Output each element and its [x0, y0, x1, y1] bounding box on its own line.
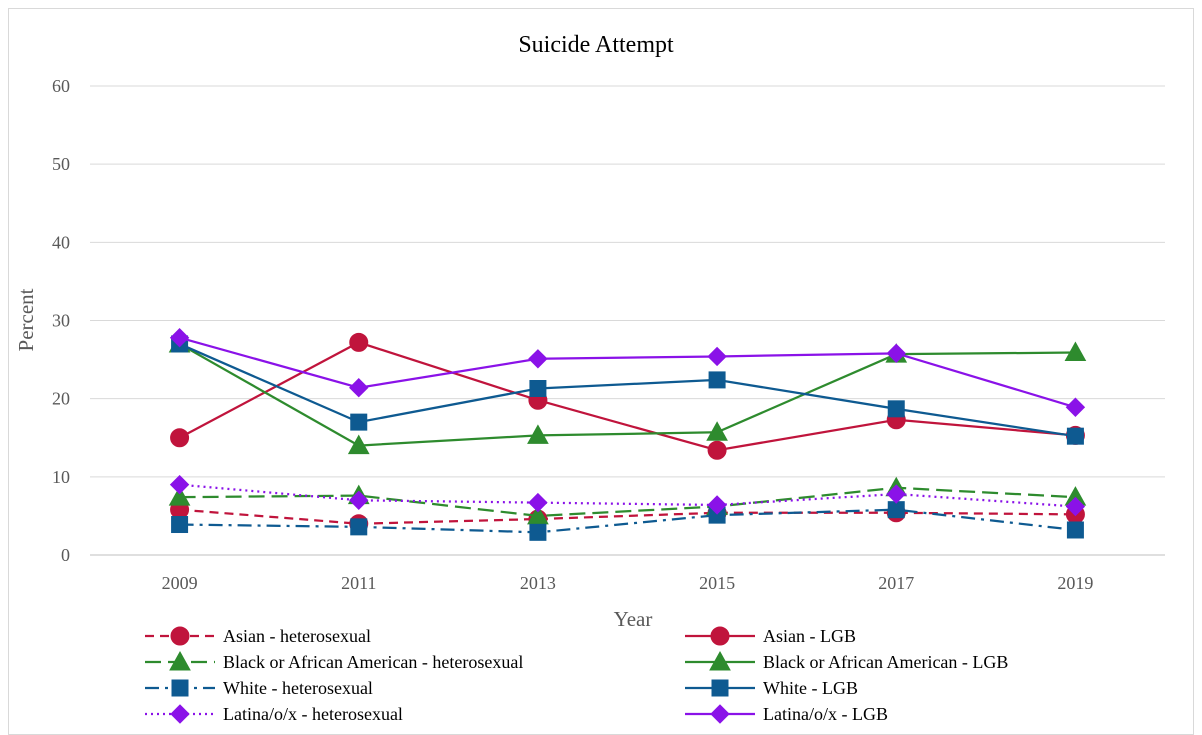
data-point [707, 440, 727, 460]
data-point [529, 380, 547, 398]
legend-marker [711, 679, 729, 697]
legend-item-black-or-african-american-lgb: Black or African American - LGB [685, 650, 1008, 672]
legend-item-latina-o-x-heterosexual: Latina/o/x - heterosexual [145, 704, 403, 724]
series-white-lgb [171, 335, 1084, 445]
legend-label: Black or African American - LGB [763, 652, 1008, 672]
data-point [349, 490, 369, 510]
data-point [1066, 521, 1084, 539]
data-point [886, 484, 906, 504]
legend-label: White - heterosexual [223, 678, 373, 698]
series-black-or-african-american-heterosexual [168, 476, 1087, 525]
series-line [179, 342, 1076, 447]
y-tick-label: 50 [52, 154, 70, 174]
data-point [1065, 397, 1086, 417]
data-point [349, 332, 369, 352]
series-line [179, 508, 1076, 534]
legend-label: White - LGB [763, 678, 858, 698]
x-tick-label: 2015 [699, 573, 735, 593]
series-line [179, 483, 1076, 508]
x-tick-label: 2013 [520, 573, 556, 593]
series-line [179, 341, 1076, 452]
y-axis-label: Percent [14, 288, 38, 351]
data-point [708, 371, 726, 389]
legend-item-black-or-african-american-heterosexual: Black or African American - heterosexual [145, 650, 523, 672]
data-point [707, 346, 727, 367]
data-point [349, 378, 369, 398]
data-point [527, 424, 549, 444]
x-axis-ticks: 2009 2011 2013 2015 2017 2019 [162, 573, 1094, 593]
data-point [169, 474, 190, 495]
legend-marker [710, 704, 730, 724]
legend-marker [170, 626, 190, 646]
data-point [170, 428, 190, 448]
legend-marker [169, 650, 191, 671]
data-point [168, 486, 191, 506]
data-point [350, 413, 368, 431]
series-line [179, 336, 1076, 409]
series-asian-lgb [170, 332, 1085, 460]
series-line [179, 342, 1076, 438]
gridlines [90, 85, 1165, 556]
data-point [529, 523, 547, 541]
x-tick-label: 2009 [162, 573, 198, 593]
legend-marker [710, 626, 730, 646]
series-white-heterosexual [171, 501, 1084, 541]
data-point [706, 421, 728, 441]
data-point [528, 349, 548, 369]
legend: Asian - heterosexual Asian - LGB Black or … [145, 626, 1008, 724]
series-black-or-african-american-lgb [168, 332, 1087, 455]
data-point [347, 434, 370, 455]
y-tick-label: 10 [52, 467, 70, 487]
legend-label: Latina/o/x - LGB [763, 704, 888, 724]
legend-label: Black or African American - heterosexual [223, 652, 523, 672]
data-point [169, 327, 190, 348]
y-tick-label: 40 [52, 232, 70, 252]
data-point [528, 492, 548, 513]
data-point [887, 501, 905, 519]
series-latina-o-x-heterosexual [169, 474, 1086, 517]
y-tick-label: 0 [61, 545, 70, 565]
legend-marker [709, 650, 731, 671]
chart-frame [8, 8, 1194, 735]
data-point [886, 343, 906, 364]
y-axis-ticks: 0 10 20 30 40 50 60 [52, 76, 70, 565]
legend-item-asian-heterosexual: Asian - heterosexual [145, 626, 371, 646]
legend-label: Asian - LGB [763, 626, 856, 646]
x-tick-label: 2019 [1057, 573, 1093, 593]
x-tick-label: 2017 [878, 573, 914, 593]
data-point [707, 495, 727, 515]
legend-marker [170, 704, 190, 724]
legend-item-white-lgb: White - LGB [685, 678, 858, 698]
legend-item-asian-lgb: Asian - LGB [685, 626, 856, 646]
data-point [171, 516, 189, 534]
legend-item-latina-o-x-lgb: Latina/o/x - LGB [685, 704, 888, 724]
data-point [1064, 341, 1087, 362]
series-line [179, 486, 1076, 518]
legend-label: Latina/o/x - heterosexual [223, 704, 403, 724]
legend-item-white-heterosexual: White - heterosexual [145, 678, 373, 698]
data-point [350, 518, 368, 536]
series-asian-heterosexual [170, 500, 1085, 534]
series-lines [168, 327, 1087, 541]
y-tick-label: 60 [52, 76, 70, 96]
series-latina-o-x-lgb [169, 327, 1086, 417]
data-point [887, 400, 905, 418]
x-axis-label: Year [614, 607, 653, 631]
x-tick-label: 2011 [341, 573, 376, 593]
chart-title: Suicide Attempt [518, 32, 674, 58]
data-point [1065, 496, 1086, 517]
legend-label: Asian - heterosexual [223, 626, 371, 646]
data-point [1066, 427, 1084, 445]
y-tick-label: 20 [52, 389, 70, 409]
y-tick-label: 30 [52, 311, 70, 331]
legend-marker [171, 679, 189, 697]
